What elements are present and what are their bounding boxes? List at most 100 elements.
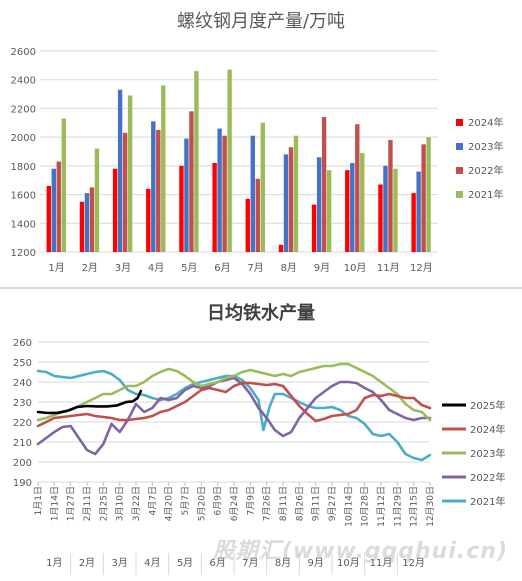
bar-2024年-3月 xyxy=(112,168,118,252)
bar-2023年-4月 xyxy=(151,121,156,252)
bar-2023年-1月 xyxy=(51,168,56,252)
bar-2021年-8月 xyxy=(293,135,299,252)
bar-2021年-10月 xyxy=(360,152,365,252)
panel-divider xyxy=(0,287,522,289)
line-legend-label: 2022年 xyxy=(470,471,505,484)
bar-legend-label: 2023年 xyxy=(468,140,503,153)
bar-legend-swatch xyxy=(456,119,463,126)
bar-2023年-9月 xyxy=(316,157,322,252)
bar-2022年-9月 xyxy=(321,117,327,253)
bar-x-tick-label: 7月 xyxy=(247,262,263,274)
line-series-2022年 xyxy=(36,376,432,456)
bar-legend-swatch xyxy=(456,167,463,174)
bar-y-tick-label: 1800 xyxy=(11,162,36,173)
line-x-tick-label: 3月10日 xyxy=(115,486,126,521)
line-y-tick-label: 190 xyxy=(13,478,32,489)
bar-2024年-6月 xyxy=(212,162,217,252)
line-legend-label: 2024年 xyxy=(470,423,505,436)
line-x-tick-label: 5月7日 xyxy=(180,486,191,515)
bar-2021年-4月 xyxy=(161,85,166,252)
line-x-tick-label: 12月15日 xyxy=(409,486,420,527)
line-month-label: 7月 xyxy=(242,557,258,569)
line-legend-label: 2021年 xyxy=(470,495,505,508)
bar-y-tick-label: 1400 xyxy=(11,219,36,230)
line-y-tick-label: 200 xyxy=(13,458,32,469)
bar-2021年-9月 xyxy=(326,170,332,252)
bar-y-tick-label: 2200 xyxy=(11,104,36,115)
bar-x-tick-label: 9月 xyxy=(314,262,330,274)
bar-x-tick-label: 10月 xyxy=(344,262,367,274)
line-x-tick-label: 1月27日 xyxy=(66,486,77,521)
bar-2021年-6月 xyxy=(227,69,232,253)
line-x-tick-label: 3月22日 xyxy=(131,486,142,521)
bar-x-tick-label: 8月 xyxy=(281,262,297,274)
bar-2023年-10月 xyxy=(350,162,355,252)
bar-2022年-8月 xyxy=(288,147,294,252)
bar-y-tick-label: 2400 xyxy=(11,76,36,87)
bar-legend-label: 2022年 xyxy=(468,164,503,177)
line-x-tick-label: 9月27日 xyxy=(327,486,338,521)
watermark: 股期汇(www.gqqhui.cn) xyxy=(212,539,508,564)
line-chart: 日均铁水产量 190 200 210 220 230 240 250 260 1月1日 1月14日 1… xyxy=(13,302,505,575)
line-x-tick-label: 12月30日 xyxy=(425,486,436,527)
bar-2024年-8月 xyxy=(278,244,284,252)
line-x-tick-label: 9月11日 xyxy=(311,486,322,521)
bar-2022年-12月 xyxy=(421,144,426,252)
bar-2023年-3月 xyxy=(117,89,123,252)
bar-x-tick-label: 6月 xyxy=(214,262,230,274)
bar-2021年-12月 xyxy=(426,137,431,252)
bar-2023年-7月 xyxy=(250,135,255,252)
bar-chart-panel: 螺纹钢月度产量/万吨 1200 1400 1600 1800 2000 2200 2400 26… xyxy=(0,0,522,287)
bar-2024年-12月 xyxy=(411,193,416,252)
bar-2022年-10月 xyxy=(355,124,360,252)
bar-2022年-3月 xyxy=(122,132,128,252)
line-x-tick-label: 11月12日 xyxy=(376,486,387,527)
bar-y-tick-label: 1600 xyxy=(11,191,36,202)
line-x-tick-label: 2月11日 xyxy=(82,486,93,521)
bar-legend-swatch xyxy=(456,191,463,198)
line-x-tick-label: 4月7日 xyxy=(147,486,158,515)
line-x-tick-label: 2月25日 xyxy=(98,486,109,521)
bar-x-tick-label: 5月 xyxy=(181,262,197,274)
bar-y-tick-label: 2000 xyxy=(11,133,36,144)
line-x-tick-label: 10月14日 xyxy=(343,486,354,527)
bar-2022年-7月 xyxy=(255,178,260,252)
line-month-label: 9月 xyxy=(307,557,323,569)
line-x-tick-label: 7月9日 xyxy=(245,486,256,515)
line-x-tick-label: 11月29日 xyxy=(392,486,403,527)
line-series-2023年 xyxy=(36,362,432,422)
bar-2021年-5月 xyxy=(194,71,199,252)
line-x-tick-label: 8月26日 xyxy=(294,486,305,521)
line-month-label: 4月 xyxy=(144,557,160,569)
line-x-tick-label: 6月24日 xyxy=(229,486,240,521)
line-month-label: 2月 xyxy=(79,557,95,569)
bar-2022年-4月 xyxy=(156,129,161,252)
bar-x-tick-label: 11月 xyxy=(377,262,400,274)
bar-chart-title: 螺纹钢月度产量/万吨 xyxy=(177,11,345,32)
line-y-tick-label: 250 xyxy=(13,358,32,369)
line-x-tick-label: 7月26日 xyxy=(262,486,273,521)
line-x-tick-label: 6月9日 xyxy=(213,486,224,515)
line-x-tick-label: 8月11日 xyxy=(278,486,289,521)
line-legend-label: 2023年 xyxy=(470,447,505,460)
bar-2021年-3月 xyxy=(127,95,133,252)
bar-x-tick-label: 4月 xyxy=(148,262,164,274)
line-month-label: 1月 xyxy=(46,557,62,569)
bar-2024年-10月 xyxy=(345,170,350,252)
line-month-label: 11月 xyxy=(370,557,393,569)
bar-2023年-11月 xyxy=(383,165,388,252)
line-x-tick-label: 1月14日 xyxy=(49,486,60,521)
bar-legend-label: 2021年 xyxy=(468,188,503,201)
line-x-tick-label: 10月28日 xyxy=(360,486,371,527)
line-chart-title: 日均铁水产量 xyxy=(207,302,315,324)
line-month-label: 12月 xyxy=(402,557,425,569)
bar-legend-label: 2024年 xyxy=(468,116,503,129)
bar-2024年-11月 xyxy=(378,184,383,252)
bar-2024年-9月 xyxy=(311,204,317,252)
line-x-tick-label: 4月20日 xyxy=(164,486,175,521)
bar-x-tick-label: 3月 xyxy=(115,262,131,274)
line-y-tick-label: 240 xyxy=(13,378,32,389)
line-month-label: 6月 xyxy=(209,557,225,569)
bar-2024年-2月 xyxy=(79,201,85,252)
line-series-2024年 xyxy=(36,381,432,428)
